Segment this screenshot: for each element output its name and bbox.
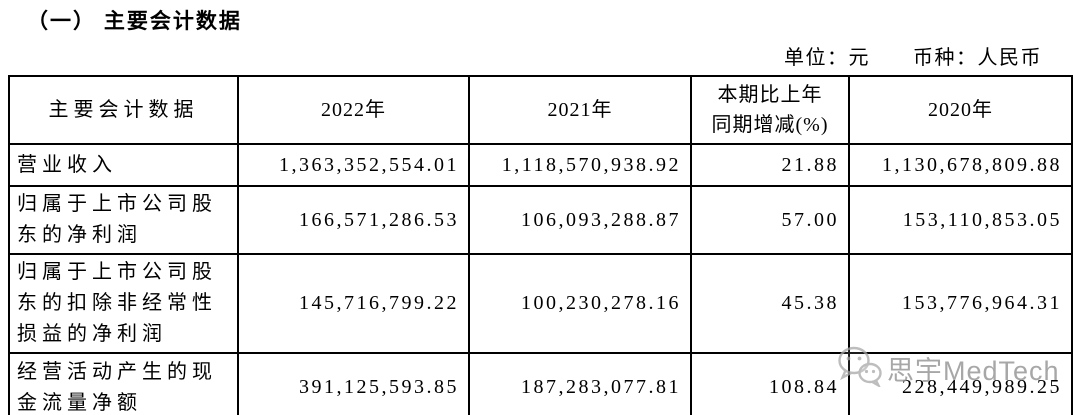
row-label: 归属于上市公司股 东的扣除非经常性 损益的净利润 (8, 253, 239, 354)
value-2021: 100,230,278.16 (468, 253, 692, 354)
value-2022: 1,363,352,554.01 (237, 143, 470, 187)
value-2020: 1,130,678,809.88 (848, 143, 1073, 187)
value-2022: 166,571,286.53 (237, 185, 470, 255)
table-row-deducted-net-profit: 归属于上市公司股 东的扣除非经常性 损益的净利润 145,716,799.22 … (8, 253, 1073, 354)
accounting-data-table: 主要会计数据 2022年 2021年 本期比上年 同期增减(%) 2020年 营… (8, 75, 1073, 415)
value-change: 57.00 (690, 185, 850, 255)
table-row-net-profit: 归属于上市公司股 东的净利润 166,571,286.53 106,093,28… (8, 185, 1073, 255)
value-2021: 187,283,077.81 (468, 352, 692, 415)
header-2020: 2020年 (848, 75, 1073, 145)
value-2021: 1,118,570,938.92 (468, 143, 692, 187)
value-2020: 228,449,989.25 (848, 352, 1073, 415)
header-metric: 主要会计数据 (8, 75, 239, 145)
value-2021: 106,093,288.87 (468, 185, 692, 255)
value-2022: 391,125,593.85 (237, 352, 470, 415)
value-2020: 153,776,964.31 (848, 253, 1073, 354)
table-row-revenue: 营业收入 1,363,352,554.01 1,118,570,938.92 2… (8, 143, 1073, 187)
header-2022: 2022年 (237, 75, 470, 145)
value-change: 21.88 (690, 143, 850, 187)
value-2022: 145,716,799.22 (237, 253, 470, 354)
section-title: （一） 主要会计数据 (27, 10, 242, 33)
value-change: 108.84 (690, 352, 850, 415)
value-2020: 153,110,853.05 (848, 185, 1073, 255)
row-label: 归属于上市公司股 东的净利润 (8, 185, 239, 255)
header-change: 本期比上年 同期增减(%) (690, 75, 850, 145)
row-label: 经营活动产生的现 金流量净额 (8, 352, 239, 415)
table-header-row: 主要会计数据 2022年 2021年 本期比上年 同期增减(%) 2020年 (8, 75, 1073, 145)
row-label: 营业收入 (8, 143, 239, 187)
header-2021: 2021年 (468, 75, 692, 145)
table-row-operating-cash-flow: 经营活动产生的现 金流量净额 391,125,593.85 187,283,07… (8, 352, 1073, 415)
value-change: 45.38 (690, 253, 850, 354)
unit-currency-note: 单位：元 币种：人民币 (784, 47, 1042, 69)
